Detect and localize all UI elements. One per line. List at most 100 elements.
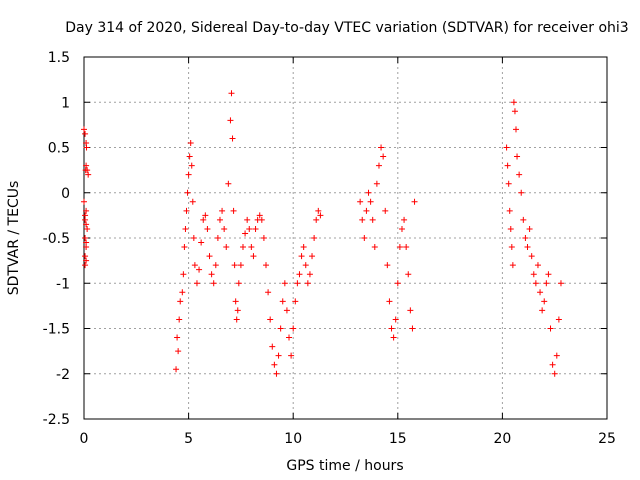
data-point — [184, 189, 191, 196]
data-point — [309, 253, 316, 260]
data-point — [506, 207, 513, 214]
data-point — [528, 253, 535, 260]
data-point — [311, 235, 318, 241]
data-point — [260, 235, 267, 241]
data-point — [296, 271, 303, 278]
data-point — [231, 262, 238, 269]
data-point — [298, 253, 305, 260]
data-points — [81, 90, 564, 377]
data-point — [300, 244, 307, 251]
data-point — [219, 207, 226, 214]
data-point — [534, 262, 541, 269]
data-point — [174, 334, 181, 341]
data-point — [553, 352, 560, 359]
data-point — [392, 316, 399, 323]
data-point — [545, 271, 552, 278]
data-point — [82, 130, 89, 137]
data-point — [279, 298, 286, 305]
data-point — [83, 257, 90, 264]
data-point — [382, 207, 389, 214]
data-point — [233, 316, 240, 323]
data-point — [81, 198, 87, 205]
data-point — [505, 180, 512, 187]
data-point — [378, 144, 385, 151]
data-point — [367, 198, 374, 205]
data-point — [524, 244, 531, 251]
data-point — [288, 352, 295, 359]
data-point — [290, 325, 297, 332]
data-point — [186, 153, 193, 160]
data-point — [269, 343, 276, 350]
data-point — [82, 262, 89, 269]
data-point — [361, 235, 368, 241]
data-point — [227, 117, 234, 124]
data-point — [302, 262, 309, 269]
data-point — [522, 235, 529, 241]
data-point — [202, 212, 209, 219]
data-point — [371, 244, 378, 251]
data-point — [239, 244, 246, 251]
data-point — [208, 271, 215, 278]
data-point — [82, 167, 89, 174]
data-point — [292, 298, 299, 305]
y-tick-label: 0.5 — [48, 141, 70, 157]
data-point — [541, 298, 548, 305]
data-point — [181, 244, 188, 251]
data-point — [230, 207, 237, 214]
data-point — [384, 262, 391, 269]
data-point — [234, 307, 241, 314]
data-point — [286, 334, 293, 341]
data-point — [204, 225, 211, 232]
data-point — [409, 325, 416, 332]
data-point — [180, 271, 187, 278]
data-point — [182, 225, 189, 232]
data-point — [82, 253, 89, 260]
y-axis-label: SDTVAR / TECUs — [6, 181, 22, 296]
data-point — [177, 298, 184, 305]
data-point — [83, 207, 90, 214]
data-point — [232, 298, 239, 305]
data-point — [252, 225, 259, 232]
data-point — [185, 171, 192, 178]
data-point — [306, 271, 313, 278]
data-point — [359, 216, 366, 223]
data-point — [83, 244, 90, 251]
data-point — [83, 144, 90, 151]
data-point — [275, 352, 282, 359]
data-point — [294, 280, 301, 287]
y-tick-label: 0 — [61, 186, 70, 202]
data-point — [82, 216, 89, 223]
x-tick-label: 20 — [493, 431, 511, 447]
data-point — [511, 108, 518, 115]
data-point — [273, 370, 280, 377]
data-point — [84, 225, 91, 232]
y-tick-label: -2 — [56, 367, 70, 383]
data-point — [191, 262, 198, 269]
data-point — [206, 253, 213, 260]
data-point — [557, 280, 564, 287]
x-axis-label: GPS time / hours — [286, 458, 403, 474]
data-point — [313, 216, 320, 223]
data-point — [258, 216, 265, 223]
data-point — [520, 216, 527, 223]
data-point — [547, 325, 554, 332]
data-point — [514, 153, 521, 160]
y-tick-label: 1.5 — [48, 50, 70, 66]
data-point — [394, 280, 401, 287]
data-point — [210, 280, 217, 287]
data-point — [390, 334, 397, 341]
data-point — [82, 235, 89, 241]
data-point — [225, 180, 232, 187]
data-point — [81, 126, 87, 133]
data-point — [85, 171, 92, 178]
data-point — [405, 271, 412, 278]
x-tick-label: 15 — [389, 431, 407, 447]
x-tick-label: 25 — [598, 431, 616, 447]
data-point — [277, 325, 284, 332]
data-point — [411, 198, 418, 205]
data-point — [509, 262, 516, 269]
data-point — [237, 262, 244, 269]
data-point — [271, 361, 278, 368]
data-point — [187, 139, 194, 146]
data-point — [198, 239, 205, 246]
